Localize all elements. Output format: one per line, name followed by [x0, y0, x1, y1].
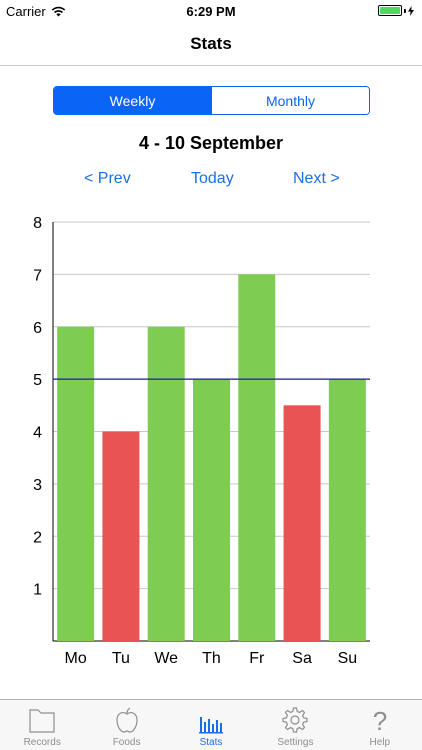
period-segmented-control: Weekly Monthly [53, 86, 370, 115]
tab-settings[interactable]: Settings [253, 700, 337, 750]
y-tick-label: 1 [33, 582, 42, 599]
segment-weekly[interactable]: Weekly [54, 87, 211, 114]
period-title: 4 - 10 September [138, 133, 284, 153]
status-left: Carrier [6, 4, 66, 19]
status-time: 6:29 PM [186, 4, 236, 19]
y-tick-label: 3 [33, 477, 42, 494]
tab-label-stats: Stats [199, 737, 223, 748]
apple-icon [116, 707, 138, 733]
wifi-icon [51, 6, 65, 17]
bar-su [328, 379, 366, 641]
tab-stats[interactable]: Stats [169, 700, 253, 750]
x-tick-label: Th [202, 650, 221, 667]
question-mark-icon: ? [373, 706, 387, 735]
tab-label-help: Help [369, 737, 391, 748]
x-tick-label: Su [338, 650, 358, 667]
x-tick-label: Fr [249, 650, 265, 667]
segment-monthly[interactable]: Monthly [211, 87, 369, 114]
bar-th [193, 379, 230, 641]
status-bar: Carrier 6:29 PM [0, 0, 422, 22]
x-tick-label: Tu [112, 650, 130, 667]
tab-foods[interactable]: Foods [84, 700, 168, 750]
page-title: Stats [190, 34, 232, 53]
y-tick-label: 4 [33, 425, 42, 442]
bar-sa [283, 405, 321, 641]
tab-records[interactable]: Records [0, 700, 84, 750]
bar-chart-icon [199, 717, 224, 734]
y-tick-label: 6 [33, 320, 42, 337]
svg-text:?: ? [373, 706, 387, 735]
tab-label-foods: Foods [112, 737, 141, 748]
tab-label-settings: Settings [277, 737, 314, 748]
y-tick-label: 5 [33, 372, 42, 389]
battery-icon [378, 5, 402, 16]
folder-icon [29, 709, 55, 733]
tab-bar: Records Foods Stats Settings [0, 699, 422, 750]
weekly-bar-chart: 1 2 3 4 5 6 7 8 Mo Tu We Th Fr Sa Su [33, 215, 370, 667]
charging-bolt-icon [408, 5, 414, 16]
today-button[interactable]: Today [191, 170, 234, 187]
bar-fr [238, 274, 276, 641]
x-tick-label: We [154, 650, 178, 667]
tab-help[interactable]: ? Help [338, 700, 422, 750]
y-tick-label: 8 [33, 215, 42, 232]
tab-label-records: Records [23, 737, 61, 748]
x-tick-label: Mo [65, 650, 87, 667]
bar-tu [102, 431, 140, 641]
navigation-bar: Stats [0, 22, 422, 66]
gear-icon [282, 707, 309, 733]
prev-button[interactable]: < Prev [84, 170, 131, 187]
next-button[interactable]: Next > [293, 170, 340, 187]
bar-we [147, 326, 185, 641]
y-tick-label: 7 [33, 267, 42, 284]
bar-mo [57, 326, 95, 641]
y-tick-label: 2 [33, 529, 42, 546]
battery-cap [404, 8, 406, 13]
carrier-label: Carrier [6, 4, 46, 19]
x-tick-label: Sa [292, 650, 312, 667]
status-right [378, 5, 414, 16]
